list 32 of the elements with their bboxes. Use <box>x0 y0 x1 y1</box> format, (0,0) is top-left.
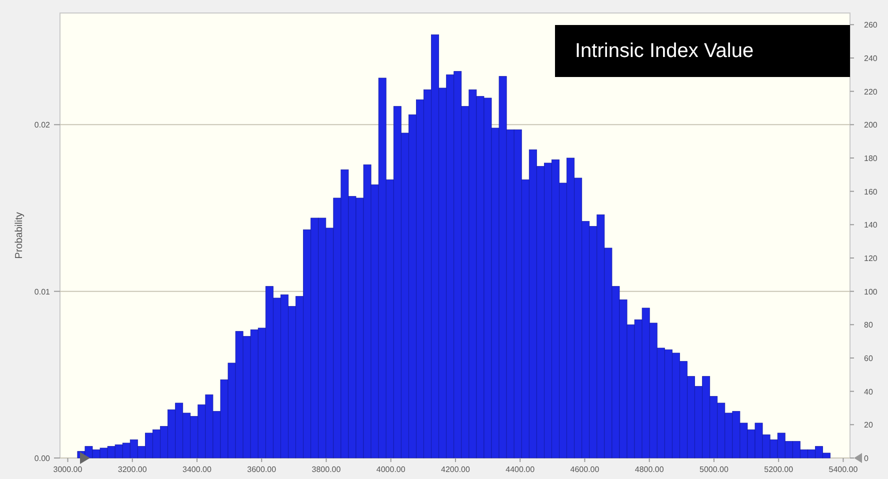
x-tick-label: 5400.00 <box>828 465 858 474</box>
x-tick-label: 3400.00 <box>182 465 212 474</box>
y2-tick-label: 200 <box>864 120 878 130</box>
y2-tick-label: 240 <box>864 54 878 63</box>
x-tick-label: 3600.00 <box>247 465 277 474</box>
y-tick-label: 0.00 <box>34 454 51 463</box>
y-axis-title: Probability <box>14 212 25 259</box>
x-tick-label: 3200.00 <box>118 465 148 474</box>
text: Intrinsic Index Value <box>575 40 754 62</box>
x-tick-label: 3800.00 <box>312 465 342 474</box>
y2-tick-label: 60 <box>864 354 874 363</box>
y2-tick-label: 0 <box>864 454 869 463</box>
y2-tick-label: 220 <box>864 87 878 96</box>
x-tick-label: 5200.00 <box>764 465 794 474</box>
x-tick-label: 4600.00 <box>570 465 600 474</box>
x-tick-label: 4000.00 <box>376 465 406 474</box>
y2-tick-label: 20 <box>864 420 874 430</box>
y2-tick-label: 80 <box>864 320 874 330</box>
y-tick-label: 0.02 <box>34 120 51 130</box>
x-tick-label: 5000.00 <box>700 465 729 474</box>
y2-tick-label: 40 <box>864 387 874 396</box>
y2-tick-label: 100 <box>864 287 878 296</box>
y2-tick-label: 260 <box>864 20 878 30</box>
y2-tick-label: 180 <box>864 154 878 163</box>
x-tick-label: 4400.00 <box>506 465 536 474</box>
y2-tick-label: 140 <box>864 220 878 230</box>
y-tick-label: 0.01 <box>34 287 51 296</box>
x-tick-label: 3000.00 <box>53 465 83 474</box>
y2-tick-label: 160 <box>864 187 878 196</box>
x-tick-label: 4200.00 <box>441 465 470 474</box>
x-tick-label: 4800.00 <box>634 465 664 474</box>
y2-tick-label: 120 <box>864 254 878 263</box>
